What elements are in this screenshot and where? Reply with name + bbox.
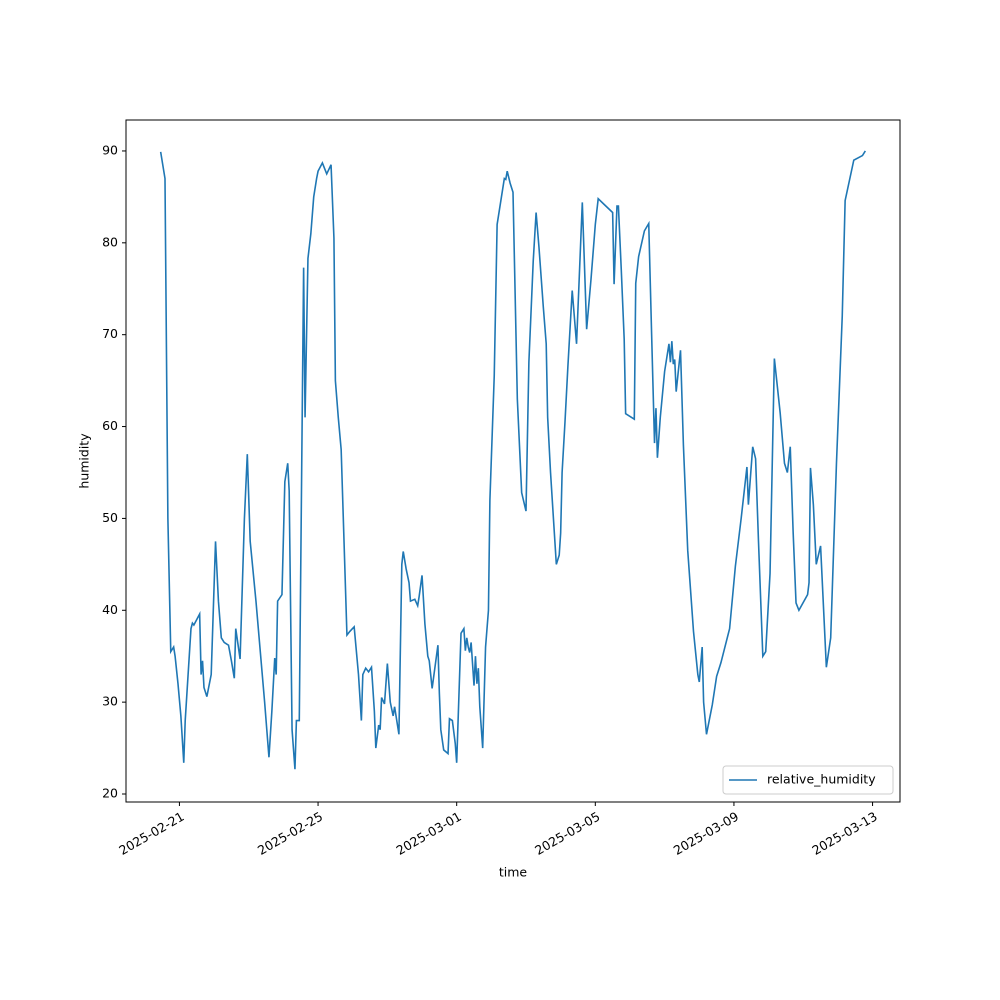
y-tick-label: 50: [102, 510, 118, 525]
y-tick-label: 60: [102, 418, 118, 433]
y-tick-label: 70: [102, 326, 118, 341]
y-tick-label: 30: [102, 694, 118, 709]
y-tick-label: 40: [102, 602, 118, 617]
legend-label: relative_humidity: [767, 772, 876, 787]
plot-frame: [125, 119, 901, 803]
line-series: [159, 150, 867, 770]
y-tick-label: 80: [102, 234, 118, 249]
x-axis-label: time: [499, 865, 528, 880]
y-axis-label: humidity: [77, 433, 92, 489]
y-tick-label: 90: [102, 142, 118, 157]
y-tick-label: 20: [102, 786, 118, 801]
legend-box: [722, 765, 894, 795]
